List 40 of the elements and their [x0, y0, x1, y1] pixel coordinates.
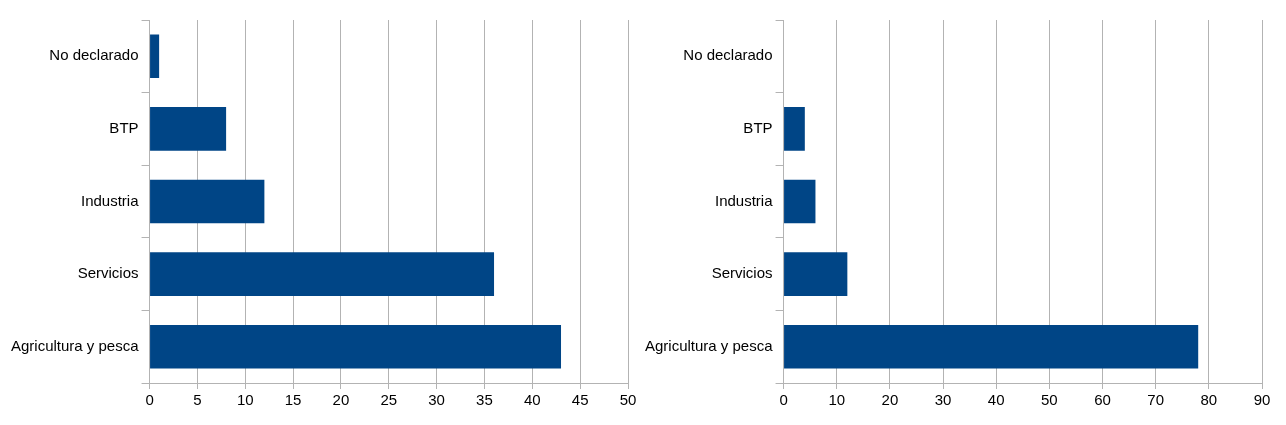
- y-tick-label: BTP: [109, 119, 139, 137]
- y-tick-label: Industria: [715, 191, 774, 209]
- x-tick-label: 70: [1147, 391, 1165, 409]
- x-tick-label: 30: [934, 391, 952, 409]
- bar: [150, 324, 562, 369]
- bar: [784, 324, 1199, 369]
- x-tick-label: 35: [476, 391, 493, 409]
- bar: [150, 179, 265, 224]
- y-tick-label: No declarado: [683, 46, 773, 64]
- bar: [784, 179, 816, 224]
- y-tick-label: No declarado: [49, 46, 139, 64]
- bar: [150, 107, 227, 151]
- x-tick-label: 15: [284, 391, 302, 409]
- bar: [150, 252, 495, 296]
- x-tick-label: 50: [1041, 391, 1058, 409]
- y-tick-label: Agricultura y pesca: [645, 336, 774, 354]
- y-tick-label: Servicios: [77, 264, 139, 282]
- x-tick-label: 40: [523, 391, 541, 409]
- x-tick-label: 0: [145, 391, 154, 409]
- x-tick-label: 0: [779, 391, 788, 409]
- x-tick-label: 40: [987, 391, 1005, 409]
- x-tick-label: 90: [1253, 391, 1271, 409]
- x-tick-label: 5: [193, 391, 202, 409]
- y-tick-label: Servicios: [711, 264, 773, 282]
- y-tick-label: Industria: [81, 191, 140, 209]
- x-tick-label: 25: [380, 391, 398, 409]
- y-tick-label: BTP: [743, 119, 773, 137]
- x-tick-label: 20: [332, 391, 350, 409]
- x-tick-label: 30: [428, 391, 445, 409]
- x-tick-label: 20: [881, 391, 899, 409]
- x-tick-label: 45: [571, 391, 589, 409]
- bar: [784, 107, 805, 151]
- x-tick-label: 50: [619, 391, 637, 409]
- x-tick-label: 10: [236, 391, 254, 409]
- x-tick-label: 10: [828, 391, 846, 409]
- bar: [784, 252, 848, 296]
- bar: [150, 34, 160, 79]
- y-tick-label: Agricultura y pesca: [11, 336, 140, 354]
- x-tick-label: 80: [1200, 391, 1218, 409]
- x-tick-label: 60: [1094, 391, 1111, 409]
